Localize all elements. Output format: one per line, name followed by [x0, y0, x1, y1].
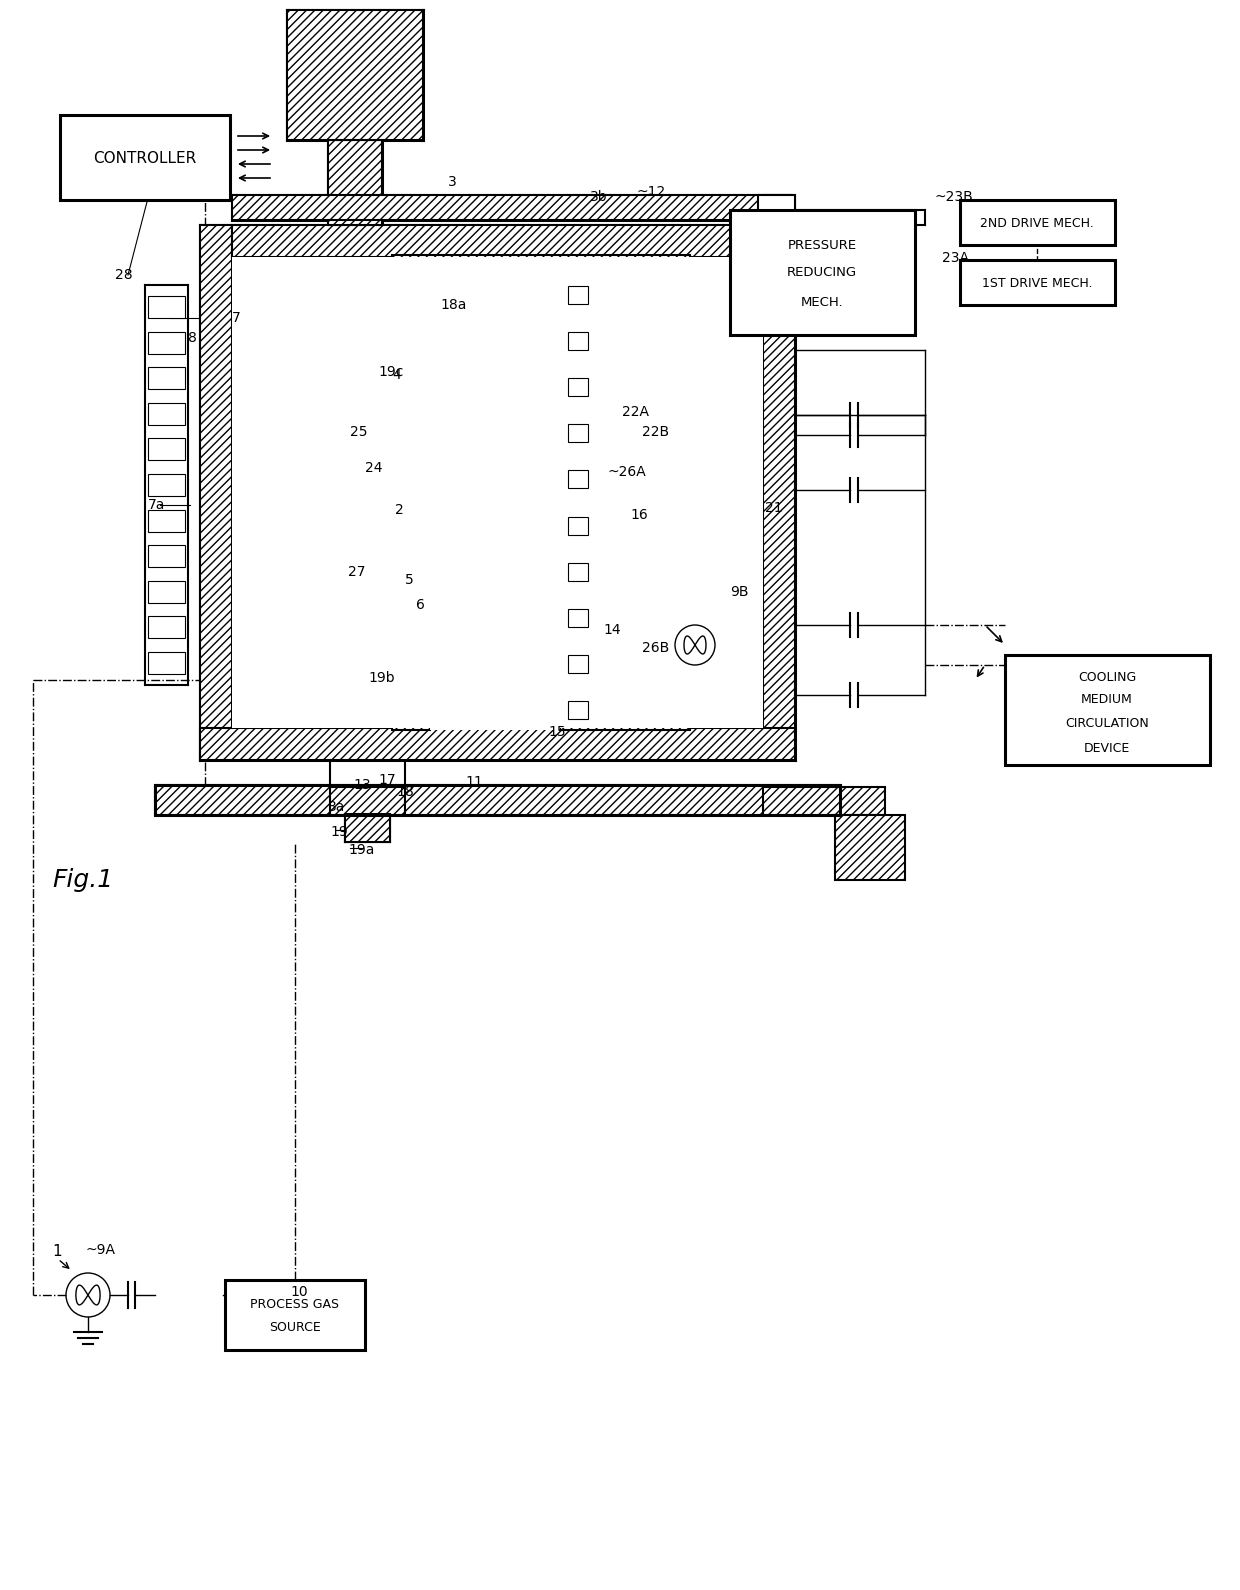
Text: 22B: 22B [642, 425, 670, 439]
Bar [200, 728, 795, 760]
Bar [763, 196, 795, 226]
Bar [960, 200, 1115, 245]
Text: CONTROLLER: CONTROLLER [93, 151, 197, 165]
Bar [286, 10, 423, 140]
Text: REDUCING: REDUCING [787, 266, 857, 278]
Bar [148, 580, 185, 603]
Bar [730, 210, 915, 335]
Text: 4: 4 [392, 367, 401, 382]
Bar [232, 226, 763, 258]
Bar [148, 332, 185, 353]
Text: 19: 19 [330, 825, 347, 840]
Text: 22A: 22A [622, 405, 649, 420]
Text: COOLING: COOLING [1078, 671, 1136, 684]
Bar [1004, 655, 1210, 765]
Bar [430, 275, 560, 730]
Text: 5: 5 [405, 572, 414, 587]
Bar [560, 275, 689, 730]
Text: MEDIUM: MEDIUM [1081, 693, 1133, 706]
Bar [568, 701, 588, 719]
Text: 18: 18 [396, 785, 414, 800]
Text: 10: 10 [290, 1285, 308, 1299]
Text: 7a: 7a [148, 498, 165, 512]
Bar [568, 425, 588, 442]
Bar [392, 254, 689, 285]
Text: 1: 1 [52, 1245, 62, 1259]
Bar [148, 545, 185, 568]
Bar [568, 609, 588, 626]
Bar [329, 140, 382, 226]
Bar [148, 402, 185, 425]
Text: PRESSURE: PRESSURE [787, 238, 857, 251]
Text: 3a: 3a [329, 800, 346, 814]
Text: 24: 24 [365, 461, 382, 475]
Bar [148, 617, 185, 639]
Bar [148, 510, 185, 531]
Bar [568, 286, 588, 304]
Bar [763, 226, 795, 760]
Text: 23A: 23A [942, 251, 968, 266]
Text: 14: 14 [603, 623, 621, 638]
Bar [224, 1280, 365, 1350]
Text: CIRCULATION: CIRCULATION [1065, 717, 1149, 730]
Bar [232, 196, 790, 219]
Text: ~26A: ~26A [608, 464, 647, 479]
Text: 7: 7 [232, 312, 241, 324]
Bar [155, 785, 839, 816]
Text: 11: 11 [465, 774, 482, 789]
Text: ~9A: ~9A [86, 1243, 115, 1258]
Bar [148, 367, 185, 390]
Bar [60, 114, 229, 200]
Bar [758, 196, 795, 231]
Text: 3: 3 [448, 175, 456, 189]
Text: Fig.1: Fig.1 [52, 868, 113, 892]
Text: 18a: 18a [440, 297, 466, 312]
Text: 8: 8 [188, 331, 197, 345]
Bar [232, 258, 763, 728]
Text: 21: 21 [765, 501, 782, 515]
Text: 25: 25 [350, 425, 367, 439]
Text: 19a: 19a [348, 843, 374, 857]
Text: 13: 13 [353, 778, 371, 792]
Bar [568, 517, 588, 534]
Bar [200, 226, 232, 760]
Bar [835, 816, 905, 879]
Bar [148, 652, 185, 674]
Bar [763, 787, 885, 816]
Bar [960, 261, 1115, 305]
Bar [568, 655, 588, 673]
Bar [568, 563, 588, 580]
Text: 26B: 26B [642, 641, 670, 655]
Bar [148, 474, 185, 496]
Bar [568, 332, 588, 350]
Text: 1ST DRIVE MECH.: 1ST DRIVE MECH. [982, 277, 1092, 289]
Text: 19c: 19c [378, 366, 403, 378]
Text: 9B: 9B [730, 585, 749, 599]
Bar [568, 378, 588, 396]
Text: 6: 6 [415, 598, 425, 612]
Text: SOURCE: SOURCE [269, 1321, 321, 1334]
Text: 28: 28 [115, 269, 133, 281]
Text: 15: 15 [548, 725, 565, 739]
Text: 16: 16 [630, 507, 647, 522]
Text: DEVICE: DEVICE [1084, 743, 1130, 755]
Text: ~12: ~12 [637, 184, 666, 199]
Bar [568, 471, 588, 488]
Text: 2ND DRIVE MECH.: 2ND DRIVE MECH. [980, 216, 1094, 229]
Text: 2: 2 [396, 502, 404, 517]
Text: ~23B: ~23B [935, 189, 973, 204]
Text: 3b: 3b [590, 189, 608, 204]
Text: PROCESS GAS: PROCESS GAS [250, 1297, 340, 1312]
Text: 17: 17 [378, 773, 396, 787]
Text: 19b: 19b [368, 671, 394, 685]
Text: MECH.: MECH. [801, 296, 843, 308]
Bar [345, 814, 391, 843]
Bar [330, 787, 405, 816]
Bar [155, 785, 839, 816]
Bar [148, 296, 185, 318]
Bar [392, 275, 430, 730]
Text: 27: 27 [348, 564, 366, 579]
Bar [148, 439, 185, 461]
